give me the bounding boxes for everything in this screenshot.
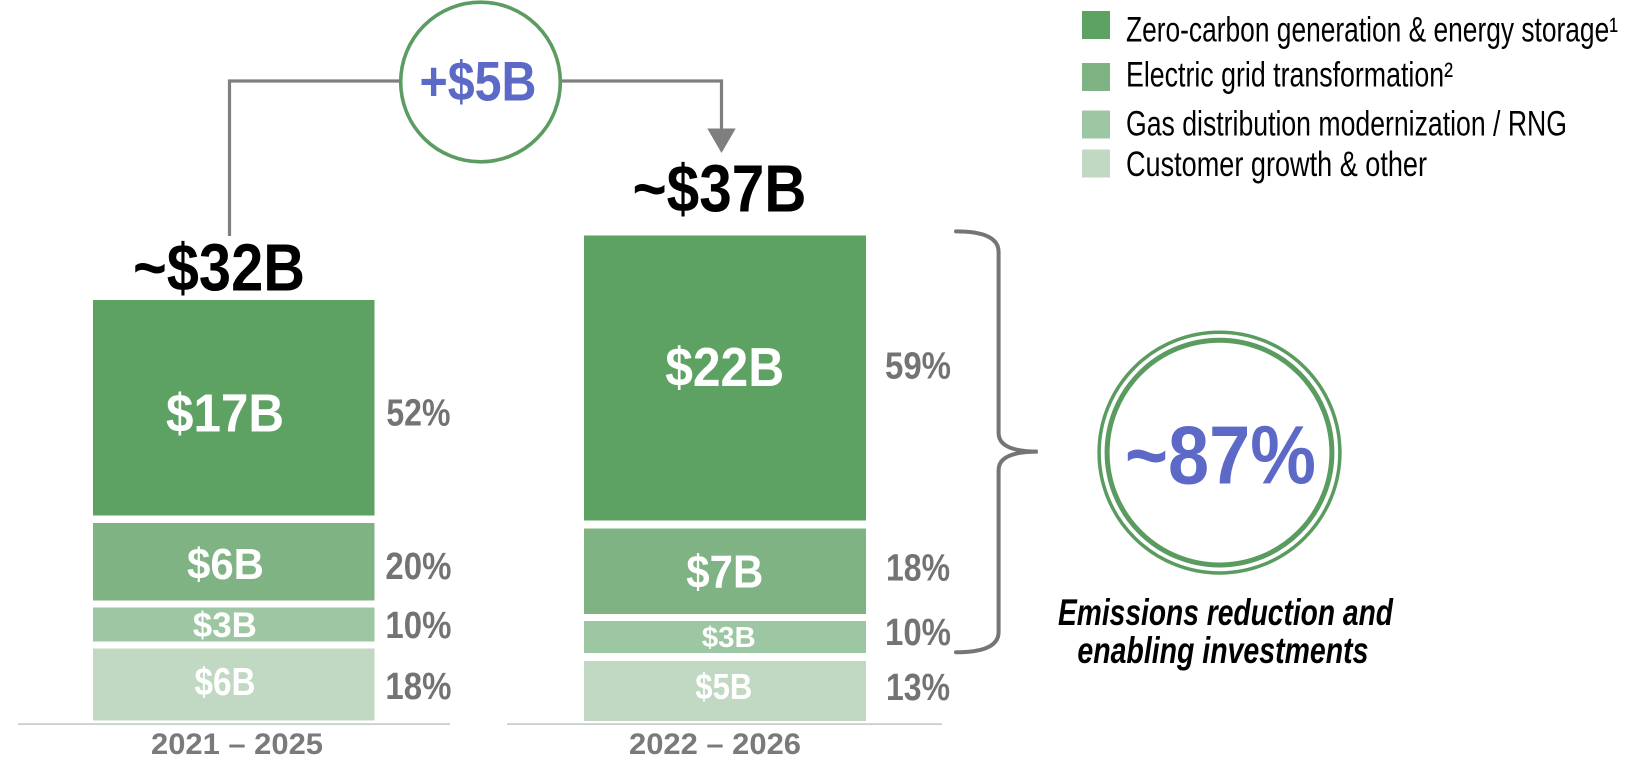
svg-text:+$5B: +$5B <box>420 50 537 113</box>
svg-text:2021 – 2025: 2021 – 2025 <box>151 728 323 761</box>
svg-text:2022 – 2026: 2022 – 2026 <box>629 728 801 761</box>
svg-text:$7B: $7B <box>686 546 763 598</box>
svg-text:$22B: $22B <box>665 336 784 398</box>
svg-text:$3B: $3B <box>702 622 756 654</box>
svg-text:$17B: $17B <box>166 384 284 444</box>
svg-text:59%: 59% <box>885 346 951 388</box>
svg-text:$6B: $6B <box>187 540 264 589</box>
svg-text:Customer growth & other: Customer growth & other <box>1126 145 1427 184</box>
svg-text:$3B: $3B <box>193 606 257 645</box>
svg-text:Gas distribution modernization: Gas distribution modernization / RNG <box>1126 104 1567 143</box>
svg-text:~87%: ~87% <box>1125 409 1316 502</box>
svg-text:52%: 52% <box>386 393 450 435</box>
svg-text:10%: 10% <box>385 605 451 647</box>
svg-text:18%: 18% <box>385 666 451 708</box>
svg-text:13%: 13% <box>886 667 950 709</box>
svg-text:~$32B: ~$32B <box>133 231 305 306</box>
svg-text:$6B: $6B <box>195 661 256 704</box>
svg-text:10%: 10% <box>885 612 951 654</box>
svg-text:18%: 18% <box>886 548 950 590</box>
svg-text:20%: 20% <box>385 546 451 588</box>
svg-text:$5B: $5B <box>695 666 752 707</box>
svg-text:enabling investments: enabling investments <box>1077 630 1368 671</box>
svg-text:Electric grid transformation²: Electric grid transformation² <box>1126 56 1453 95</box>
svg-text:~$37B: ~$37B <box>633 151 807 226</box>
svg-text:Zero-carbon generation & energ: Zero-carbon generation & energy storage¹ <box>1126 11 1618 50</box>
svg-text:Emissions reduction and: Emissions reduction and <box>1058 592 1394 633</box>
